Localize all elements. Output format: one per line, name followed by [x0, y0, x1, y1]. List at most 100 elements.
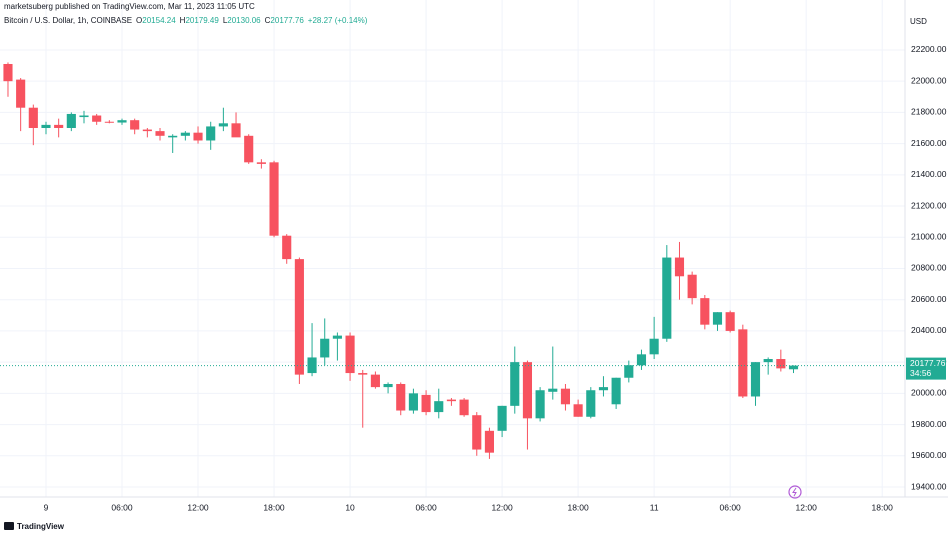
candle-body: [636, 354, 647, 366]
y-tick-label: 19400.00: [911, 481, 947, 491]
candle-body: [459, 399, 469, 416]
candle-body: [472, 415, 482, 450]
x-tick-label: 06:00: [720, 502, 742, 512]
y-tick-label: 21400.00: [911, 169, 947, 179]
candle-body: [168, 135, 178, 138]
y-tick-label: 20000.00: [911, 388, 947, 398]
candle-body: [218, 123, 228, 127]
change: +28.27 (+0.14%): [307, 16, 368, 25]
candle-body: [54, 124, 64, 128]
candle-body: [92, 115, 102, 122]
candle-body: [776, 359, 786, 369]
candle-body: [725, 312, 735, 331]
candle-body: [345, 335, 355, 374]
candle-body: [700, 298, 710, 325]
candle-body: [611, 377, 621, 405]
candle-body: [358, 373, 368, 375]
ohlc-value: 20154.24: [142, 16, 176, 25]
candle-body: [206, 126, 216, 141]
candle-body: [674, 257, 685, 277]
x-tick-label: 12:00: [491, 502, 513, 512]
ohlc-item: O20154.24: [136, 16, 176, 25]
x-tick-label: 12:00: [187, 502, 209, 512]
candle-body: [282, 235, 292, 260]
candle-body: [687, 274, 697, 299]
y-tick-label: 19800.00: [911, 419, 947, 429]
candle-body: [155, 131, 165, 136]
y-tick-label: 21200.00: [911, 200, 947, 210]
candle-body: [332, 335, 342, 339]
y-tick-label: 20600.00: [911, 294, 947, 304]
ohlc-label: C: [264, 16, 271, 25]
candle-body: [269, 162, 279, 236]
header: Bitcoin / U.S. Dollar, 1h, COINBASE O2015…: [4, 16, 367, 25]
candle-body: [3, 63, 13, 82]
ohlc-item: L20130.06: [223, 16, 261, 25]
ohlc-label: O: [136, 16, 143, 25]
symbol: Bitcoin / U.S. Dollar, 1h, COINBASE: [4, 16, 133, 25]
candle-body: [484, 430, 494, 453]
candle-body: [117, 120, 127, 123]
candle-body: [548, 388, 558, 392]
candle-body: [142, 129, 152, 132]
x-tick-label: 11: [650, 502, 659, 512]
candle-body: [421, 394, 431, 413]
y-tick-label: 20400.00: [911, 325, 947, 335]
y-tick-label: 19600.00: [911, 450, 947, 460]
candle-body: [750, 362, 761, 397]
candle-body: [193, 132, 203, 141]
x-tick-label: 10: [345, 502, 355, 512]
x-tick-label: 18:00: [872, 502, 894, 512]
y-tick-label: 22000.00: [911, 75, 947, 85]
last-price-label: 20177.76: [910, 358, 946, 368]
candle-body: [763, 359, 773, 363]
candle-body: [434, 401, 444, 413]
candle-body: [79, 115, 89, 118]
grid: [0, 0, 905, 497]
alert-icon-bolt: [792, 487, 797, 497]
candle-body: [244, 135, 254, 163]
y-tick-label: 22200.00: [911, 44, 947, 54]
candle-body: [180, 132, 190, 136]
candle-body: [130, 120, 140, 130]
candle-body: [573, 404, 583, 417]
candle-body: [104, 121, 114, 123]
candle-body: [383, 383, 393, 388]
candle-body: [231, 123, 241, 138]
brand-logo: [4, 522, 14, 530]
candle-body: [522, 362, 533, 419]
y-tick-label: 20800.00: [911, 263, 947, 273]
ohlc-value: 20179.49: [185, 16, 219, 25]
ohlc-value: 20130.06: [227, 16, 261, 25]
x-tick-label: 06:00: [111, 502, 133, 512]
candle-body: [510, 362, 520, 406]
candle-body: [66, 113, 76, 128]
ohlc-item: H20179.49: [180, 16, 219, 25]
x-tick-label: 06:00: [415, 502, 437, 512]
x-tick-label: 18:00: [567, 502, 589, 512]
brand-name: TradingView: [17, 522, 65, 531]
ohlc-item: C20177.76: [265, 16, 304, 25]
x-tick-label: 12:00: [796, 502, 818, 512]
y-tick-label: 21800.00: [911, 107, 947, 117]
candle-body: [497, 405, 507, 431]
publisher: marketsuberg published on TradingView.co…: [4, 2, 255, 11]
candle-body: [16, 79, 26, 108]
x-tick-label: 9: [44, 502, 49, 512]
candle-body: [649, 338, 659, 355]
x-tick-label: 18:00: [263, 502, 285, 512]
candle-body: [624, 365, 634, 378]
countdown: 34:56: [910, 368, 932, 378]
ohlc-value: 20177.76: [270, 16, 304, 25]
candle-body: [370, 374, 380, 388]
candle-body: [320, 338, 330, 358]
candle-body: [294, 259, 304, 375]
currency: USD: [910, 17, 927, 26]
candle-body: [256, 162, 266, 164]
alert-icon[interactable]: [788, 485, 802, 499]
candle-body: [712, 312, 723, 325]
candle-body: [788, 365, 799, 370]
candle-body: [28, 107, 38, 128]
